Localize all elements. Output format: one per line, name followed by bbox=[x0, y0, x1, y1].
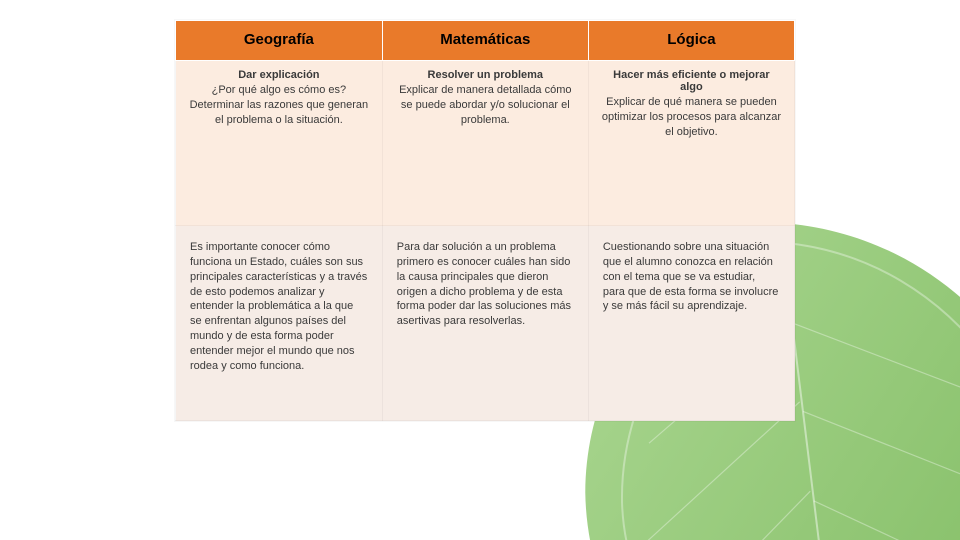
cell-logica-def: Hacer más eficiente o mejorar algo Expli… bbox=[588, 61, 794, 226]
cell-desc: Explicar de qué manera se pueden optimiz… bbox=[601, 95, 782, 140]
col-header-matematicas: Matemáticas bbox=[382, 21, 588, 61]
cell-title: Hacer más eficiente o mejorar algo bbox=[601, 69, 782, 93]
cell-desc: ¿Por qué algo es cómo es? Determinar las… bbox=[188, 83, 370, 128]
table-row: Es importante conocer cómo funciona un E… bbox=[176, 226, 795, 421]
cell-title: Dar explicación bbox=[188, 69, 370, 81]
cell-matematicas-expl: Para dar solución a un problema primero … bbox=[382, 226, 588, 421]
col-header-logica: Lógica bbox=[588, 21, 794, 61]
table-header-row: Geografía Matemáticas Lógica bbox=[176, 21, 795, 61]
cell-title: Resolver un problema bbox=[395, 69, 576, 81]
cell-logica-expl: Cuestionando sobre una situación que el … bbox=[588, 226, 794, 421]
cell-desc: Explicar de manera detallada cómo se pue… bbox=[395, 83, 576, 128]
comparison-table: Geografía Matemáticas Lógica Dar explica… bbox=[175, 20, 795, 421]
cell-geografia-def: Dar explicación ¿Por qué algo es cómo es… bbox=[176, 61, 383, 226]
table-row: Dar explicación ¿Por qué algo es cómo es… bbox=[176, 61, 795, 226]
col-header-geografia: Geografía bbox=[176, 21, 383, 61]
slide-stage: Geografía Matemáticas Lógica Dar explica… bbox=[0, 0, 960, 540]
cell-geografia-expl: Es importante conocer cómo funciona un E… bbox=[176, 226, 383, 421]
cell-matematicas-def: Resolver un problema Explicar de manera … bbox=[382, 61, 588, 226]
